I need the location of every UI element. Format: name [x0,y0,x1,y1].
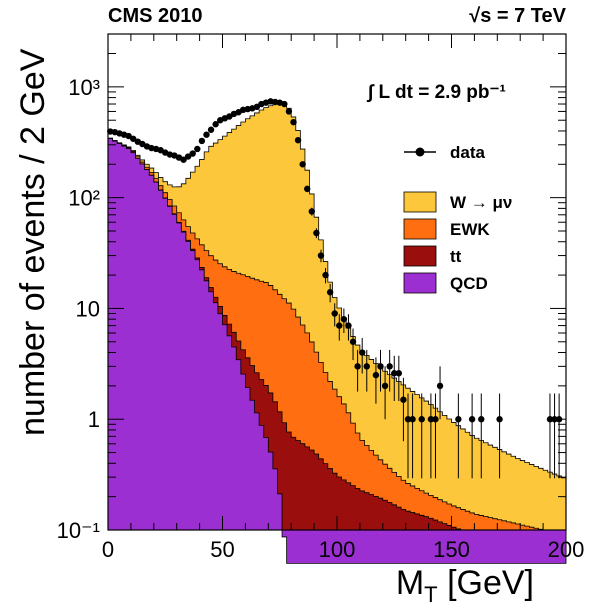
y-tick-label: 10⁻¹ [57,518,100,543]
x-tick-label: 0 [102,537,114,562]
data-point [207,126,215,133]
legend-swatch-tt [403,245,437,267]
legend-label: QCD [450,274,488,293]
data-point [555,416,563,423]
data-point [418,416,425,423]
legend: data W → μν EWK tt QCD [403,143,512,294]
data-point [395,370,403,377]
data-point [331,310,338,317]
data-point [336,322,343,329]
data-point [432,416,439,423]
data-point [212,121,219,128]
data-point [391,370,398,377]
data-point [436,382,444,390]
y-tick-label: 10³ [68,75,100,100]
legend-label: data [450,143,486,162]
data-point [478,416,485,423]
data-point [129,135,137,142]
data-point [345,322,352,329]
legend-label: W → μν [450,193,512,212]
y-tick-label: 10² [68,186,100,211]
y-tick-label: 10 [76,296,100,321]
data-point [496,416,503,423]
legend-label: tt [450,247,462,266]
y-axis: 10⁻¹ 1 10 10² 10³ [57,33,566,543]
experiment-label: CMS 2010 [108,5,203,27]
data-point [308,208,316,215]
data-point [409,416,416,423]
data-point [317,252,325,259]
x-tick-label: 150 [433,537,470,562]
data-point [253,103,261,111]
data-point [313,229,320,237]
data-point [184,153,192,160]
data-point [189,150,196,157]
data-point [198,137,206,145]
x-tick-label: 50 [210,537,234,562]
x-tick-label: 200 [548,537,585,562]
legend-swatch-ewk [403,218,437,240]
data-point [372,371,380,379]
legend-swatch-qcd [403,272,437,294]
stack-layers [107,102,567,564]
data-point [299,161,306,168]
data-point [285,108,293,115]
legend-swatch-w [403,191,437,213]
data-point [281,100,288,108]
data-point [377,363,384,370]
legend-data-marker [415,147,425,157]
x-axis-title: MT [GeV] [396,564,534,607]
data-point [455,416,462,423]
x-axis: 0 50 100 150 200 [102,34,584,562]
data-point [180,156,187,163]
stack-qcd [107,138,567,564]
data-point [551,416,558,423]
data-point [290,118,297,126]
data-point [349,338,357,345]
x-axis-title-unit: [GeV] [438,564,534,602]
data-point [354,363,361,370]
data-point [363,363,370,370]
x-tick-label: 100 [319,537,356,562]
data-point [194,145,201,153]
legend-label: EWK [450,220,490,239]
data-point [386,363,393,370]
data-point [322,271,329,279]
data-point [326,289,334,296]
data-point [203,131,210,138]
data-point [546,416,554,423]
data-point [400,396,407,403]
data-point [294,136,302,144]
data-points [107,98,563,479]
luminosity-label: ∫ L dt = 2.9 pb⁻¹ [366,82,506,103]
y-tick-label: 1 [88,407,100,432]
data-point [468,416,476,423]
data-point [427,416,435,423]
energy-label: √s = 7 TeV [469,5,566,27]
x-axis-title-subscript: T [424,582,437,607]
data-point [404,416,412,423]
data-point [358,349,366,356]
data-point [304,185,311,193]
data-point [381,382,389,390]
y-axis-title: number of events / 2 GeV [14,48,52,436]
data-point [340,315,348,323]
